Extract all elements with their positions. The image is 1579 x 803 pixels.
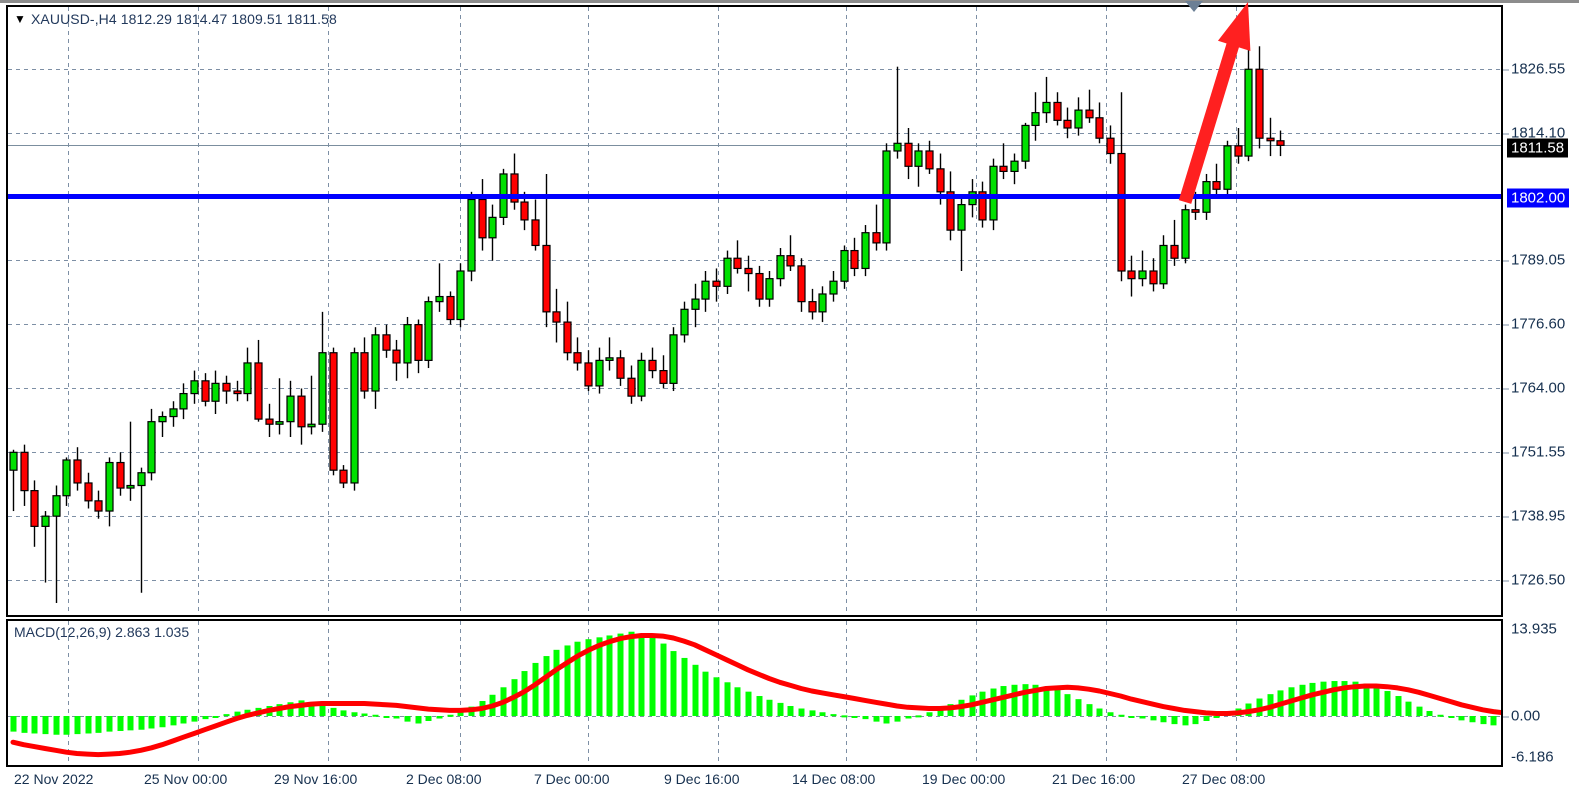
- window-top-strip: [0, 0, 1579, 3]
- price-axis-tick-label: 1751.55: [1511, 443, 1566, 461]
- price-axis-tick: 1738.95: [1503, 507, 1566, 525]
- macd-axis-tick: 13.935: [1511, 621, 1557, 638]
- price-axis-tick: 1776.60: [1503, 315, 1566, 333]
- macd-axis-tick: -6.186: [1511, 749, 1554, 766]
- down-triangle-marker[interactable]: [1185, 1, 1203, 12]
- price-axis-tick-label: 1789.05: [1511, 251, 1566, 269]
- price-plot-area[interactable]: [8, 7, 1501, 615]
- time-axis-tick-label: 29 Nov 16:00: [274, 771, 358, 787]
- time-axis-tick-label: 25 Nov 00:00: [144, 771, 228, 787]
- time-axis-tick-label: 22 Nov 2022: [14, 771, 94, 787]
- price-axis-tick: 1826.55: [1503, 60, 1566, 78]
- time-axis-tick-label: 9 Dec 16:00: [664, 771, 740, 787]
- price-axis-tick: 1764.00: [1503, 379, 1566, 397]
- macd-axis-tick-label: -6.186: [1511, 748, 1554, 766]
- macd-axis-tick: 0.00: [1503, 707, 1541, 725]
- symbol-legend: ▼ XAUUSD-,H4 1812.29 1814.47 1809.51 1811…: [14, 11, 337, 27]
- time-axis-tick-label: 14 Dec 08:00: [792, 771, 876, 787]
- time-axis-tick-label: 21 Dec 16:00: [1052, 771, 1136, 787]
- price-axis-tick: 1789.05: [1503, 251, 1566, 269]
- time-axis[interactable]: 22 Nov 2022 25 Nov 00:00 29 Nov 16:00 2 Dec…: [6, 767, 1503, 797]
- price-axis-tick-label: 1826.55: [1511, 60, 1566, 78]
- level-price-badge[interactable]: 1802.00: [1507, 188, 1570, 208]
- macd-axis-tick-label: 0.00: [1511, 707, 1541, 725]
- macd-axis-tick-label: 13.935: [1511, 620, 1557, 638]
- price-axis-tick: 1814.10: [1503, 124, 1566, 142]
- time-axis-tick-label: 27 Dec 08:00: [1182, 771, 1266, 787]
- price-axis-tick-label: 1764.00: [1511, 379, 1566, 397]
- time-axis-tick-label: 2 Dec 08:00: [406, 771, 482, 787]
- chevron-down-icon[interactable]: ▼: [14, 12, 26, 26]
- price-chart-panel[interactable]: ▼ XAUUSD-,H4 1812.29 1814.47 1809.51 1811…: [6, 5, 1503, 617]
- time-axis-tick-label: 7 Dec 00:00: [534, 771, 610, 787]
- current-price-badge[interactable]: 1811.58: [1507, 138, 1569, 158]
- macd-svg: [8, 621, 1501, 765]
- price-axis-tick: 1726.50: [1503, 571, 1566, 589]
- macd-plot-area[interactable]: [8, 621, 1501, 765]
- time-axis-tick-label: 19 Dec 00:00: [922, 771, 1006, 787]
- macd-indicator-panel[interactable]: MACD(12,26,9) 2.863 1.035: [6, 619, 1503, 767]
- price-axis-tick: 1751.55: [1503, 443, 1566, 461]
- price-axis[interactable]: 1826.55 1814.10 1789.05 1776.60 1764.00 1751.…: [1503, 5, 1579, 767]
- price-axis-tick-label: 1814.10: [1511, 124, 1566, 142]
- price-axis-tick-label: 1738.95: [1511, 507, 1566, 525]
- symbol-legend-text: XAUUSD-,H4 1812.29 1814.47 1809.51 1811.…: [30, 11, 337, 27]
- price-axis-tick-label: 1776.60: [1511, 315, 1566, 333]
- macd-legend: MACD(12,26,9) 2.863 1.035: [14, 624, 190, 640]
- candlestick-svg: [8, 7, 1501, 615]
- price-axis-tick-label: 1726.50: [1511, 571, 1566, 589]
